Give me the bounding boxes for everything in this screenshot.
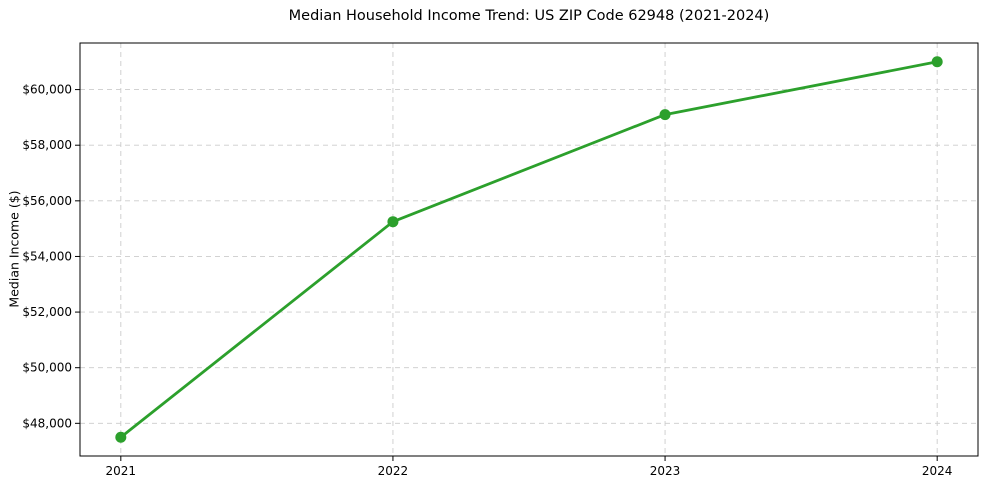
- plot-frame: [79, 42, 979, 457]
- income-trend-line: [119, 60, 939, 439]
- x-tick-label: 2022: [378, 464, 409, 478]
- y-tick-label: $56,000: [22, 194, 72, 208]
- x-tick-label: 2024: [922, 464, 953, 478]
- y-tick-label: $58,000: [22, 138, 72, 152]
- chart-title: Median Household Income Trend: US ZIP Co…: [288, 8, 770, 24]
- y-tick-label: $50,000: [22, 361, 72, 375]
- x-tick-label: 2021: [106, 464, 137, 478]
- x-tick-label: 2023: [650, 464, 681, 478]
- data-point-marker: [931, 56, 943, 68]
- data-point-marker: [387, 216, 399, 228]
- y-tick-label: $52,000: [22, 305, 72, 319]
- y-tick-label: $60,000: [22, 83, 72, 97]
- y-tick-label: $48,000: [22, 416, 72, 430]
- data-point-marker: [659, 109, 671, 121]
- y-tick-label: $54,000: [22, 249, 72, 263]
- data-point-marker: [115, 431, 127, 443]
